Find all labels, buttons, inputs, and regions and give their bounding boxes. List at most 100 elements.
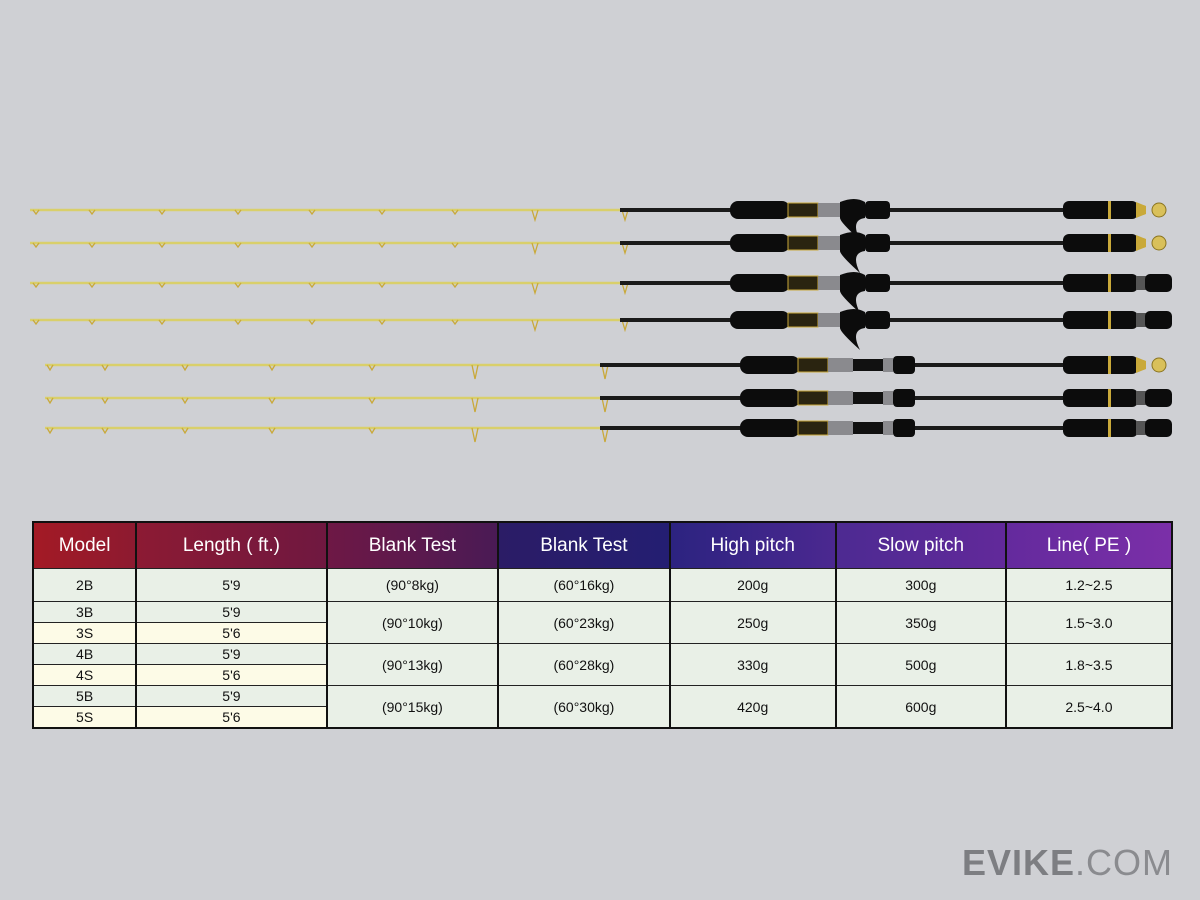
rod-guide bbox=[88, 242, 96, 249]
blank-test-60-cell: (60°23kg) bbox=[497, 601, 671, 644]
rod-guide bbox=[88, 209, 96, 216]
table-row: 3B 5'9 (90°10kg) (60°23kg) 250g 350g 1.5~3.0 bbox=[31, 601, 1173, 644]
rod-guide bbox=[234, 242, 242, 249]
rod-guide bbox=[101, 427, 109, 435]
rod-guide bbox=[531, 319, 539, 333]
rod-2 bbox=[30, 272, 1172, 313]
rod-guide bbox=[158, 242, 166, 249]
high-pitch-cell: 200g bbox=[668, 568, 837, 602]
grip-ring bbox=[1108, 311, 1111, 329]
table-row: 2B 5'9 (90°8kg) (60°16kg) 200g 300g 1.2~2.5 bbox=[31, 568, 1173, 602]
reel-seat-rear bbox=[865, 234, 890, 252]
rod-guide bbox=[181, 397, 189, 405]
blank-test-60-cell: (60°28kg) bbox=[497, 643, 671, 686]
rod-guide bbox=[46, 427, 54, 435]
rear-grip bbox=[1063, 201, 1138, 219]
reel-seat bbox=[818, 203, 843, 217]
rod-guide bbox=[268, 364, 276, 372]
rod-guide bbox=[378, 209, 386, 216]
rod-guide bbox=[451, 282, 459, 289]
fore-grip bbox=[730, 201, 790, 219]
blank-test-60-cell: (60°30kg) bbox=[497, 685, 671, 729]
rear-grip bbox=[1063, 389, 1138, 407]
rod-guide bbox=[601, 397, 609, 413]
high-pitch-cell: 250g bbox=[668, 601, 837, 644]
rod-guide bbox=[88, 319, 96, 326]
blank-test-90-cell: (90°10kg) bbox=[325, 601, 499, 644]
rear-grip bbox=[1063, 356, 1138, 374]
length-cell: 5'9 bbox=[135, 568, 328, 602]
logo-suffix: .COM bbox=[1075, 842, 1174, 883]
rod-5 bbox=[45, 389, 1172, 413]
rod-guide bbox=[234, 282, 242, 289]
length-cell: 5'9 bbox=[135, 685, 328, 707]
reel-seat bbox=[818, 313, 843, 327]
evike-logo: EVIKE.COM bbox=[962, 842, 1173, 884]
rod-guide bbox=[451, 242, 459, 249]
reel-seat-rear bbox=[865, 311, 890, 329]
rod-guide bbox=[531, 242, 539, 256]
model-cell: 5S bbox=[31, 706, 137, 729]
length-cell: 5'9 bbox=[135, 601, 328, 623]
rod-guide bbox=[32, 209, 40, 216]
rod-guide bbox=[158, 319, 166, 326]
rear-grip bbox=[1063, 234, 1138, 252]
rod-guide bbox=[308, 242, 316, 249]
model-cell: 4S bbox=[31, 664, 137, 686]
logo-brand: EVIKE bbox=[962, 842, 1076, 883]
fore-grip bbox=[740, 389, 800, 407]
reel-seat-rear bbox=[893, 419, 915, 437]
reel-seat bbox=[828, 391, 853, 405]
rod-guide bbox=[471, 364, 479, 380]
rod-0 bbox=[30, 199, 1167, 240]
rod-6 bbox=[45, 419, 1172, 443]
rod-guide bbox=[181, 364, 189, 372]
reel-seat-body bbox=[853, 422, 883, 434]
rod-guide bbox=[368, 364, 376, 372]
rod-guide bbox=[158, 209, 166, 216]
reel-seat-trim bbox=[787, 275, 819, 291]
rod-guide bbox=[46, 364, 54, 372]
fore-grip bbox=[740, 356, 800, 374]
rod-1 bbox=[30, 232, 1167, 273]
reel-seat-hood bbox=[883, 421, 893, 435]
reel-seat-trim bbox=[797, 357, 829, 373]
spec-table: Model Length ( ft.) Blank Test Blank Test Hi… bbox=[31, 521, 1173, 729]
reel-seat-rear bbox=[865, 201, 890, 219]
rod-guide bbox=[368, 427, 376, 435]
model-cell: 4B bbox=[31, 643, 137, 665]
gimbal bbox=[1136, 357, 1146, 373]
rod-guide bbox=[268, 397, 276, 405]
header-6: Line( PE ) bbox=[1004, 522, 1172, 569]
trigger bbox=[840, 199, 865, 240]
rod-guide bbox=[601, 427, 609, 443]
gimbal bbox=[1136, 202, 1146, 218]
gimbal-cap bbox=[1151, 202, 1167, 218]
rod-guide bbox=[531, 209, 539, 223]
rod-guide bbox=[621, 242, 629, 256]
grip-ring bbox=[1108, 356, 1111, 374]
blank-test-90-cell: (90°15kg) bbox=[325, 685, 499, 729]
line-pe-cell: 1.5~3.0 bbox=[1004, 601, 1173, 644]
model-cell: 3S bbox=[31, 622, 137, 644]
table-row: 4B 5'9 (90°13kg) (60°28kg) 330g 500g 1.8~3.5 bbox=[31, 643, 1173, 686]
reel-seat bbox=[818, 276, 843, 290]
slow-pitch-cell: 600g bbox=[834, 685, 1007, 729]
reel-seat-rear bbox=[893, 389, 915, 407]
reel-seat bbox=[828, 421, 853, 435]
grip-ring bbox=[1108, 201, 1111, 219]
rod-guide bbox=[451, 319, 459, 326]
header-5: Slow pitch bbox=[834, 522, 1006, 569]
rod-guide bbox=[158, 282, 166, 289]
trigger bbox=[840, 232, 865, 273]
table-row: 4S 5'6 bbox=[31, 664, 1172, 686]
reel-seat-body bbox=[853, 392, 883, 404]
rod-guide bbox=[101, 397, 109, 405]
grip-ring bbox=[1108, 389, 1111, 407]
butt-cap bbox=[1145, 274, 1172, 292]
rear-grip bbox=[1063, 311, 1138, 329]
model-cell: 5B bbox=[31, 685, 137, 707]
rod-4 bbox=[45, 356, 1167, 380]
rod-guide bbox=[234, 209, 242, 216]
header-4: High pitch bbox=[668, 522, 836, 569]
